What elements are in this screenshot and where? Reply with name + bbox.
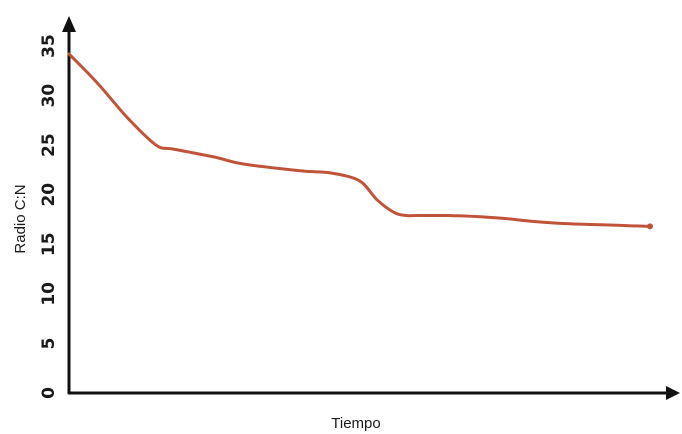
y-tick-label: 20	[39, 183, 59, 207]
x-axis-arrow	[666, 386, 680, 400]
y-tick-label: 5	[39, 338, 59, 350]
y-axis-arrow	[62, 16, 76, 32]
x-axis-title: Tiempo	[331, 415, 380, 432]
y-tick-label: 35	[39, 34, 59, 58]
series-end-dot	[647, 223, 653, 230]
y-tick-label: 15	[39, 232, 59, 256]
y-tick-label: 0	[39, 387, 59, 399]
series-layer	[67, 52, 653, 230]
y-tick-label: 30	[39, 84, 59, 108]
y-tick-labels: 0 5 10 15 20 25 30 35	[39, 34, 59, 399]
y-axis-title: Radio C:N	[12, 184, 29, 253]
y-tick-label: 25	[39, 133, 59, 157]
axes	[62, 16, 680, 400]
y-tick-label: 10	[39, 282, 59, 306]
series-line	[67, 52, 652, 228]
